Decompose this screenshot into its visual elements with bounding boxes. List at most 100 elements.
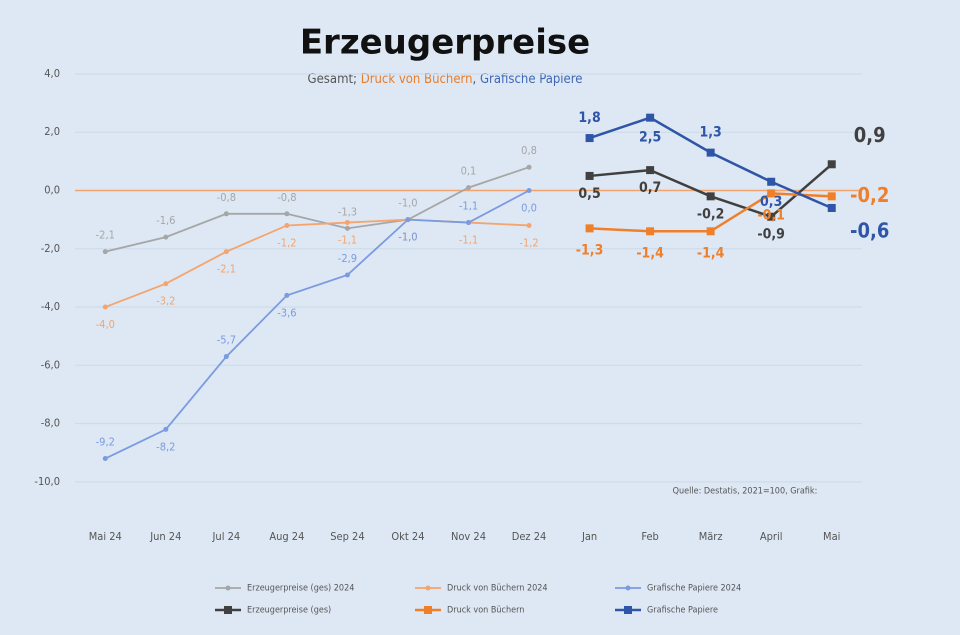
point	[526, 164, 532, 170]
point	[102, 304, 108, 310]
series-line	[105, 166, 530, 253]
y-tick-label: 2,0	[44, 125, 60, 138]
data-label: -1,1	[459, 234, 478, 247]
data-label: 0,7	[639, 180, 661, 196]
data-label: -1,0	[398, 231, 417, 244]
point	[767, 212, 776, 221]
point	[163, 426, 169, 432]
data-label: -2,1	[217, 263, 236, 276]
data-label: -2,9	[338, 252, 357, 265]
point	[405, 217, 411, 223]
legend-marker	[225, 585, 231, 591]
point	[163, 234, 169, 240]
point	[284, 222, 290, 228]
data-label: -1,4	[636, 245, 664, 261]
x-tick-label: Jun 24	[149, 530, 181, 543]
y-tick-label: -6,0	[41, 358, 60, 371]
data-label: -9,2	[96, 436, 115, 449]
data-label: 0,5	[578, 186, 600, 202]
x-tick-label: Sep 24	[330, 530, 364, 543]
data-label: 0,1	[461, 165, 477, 178]
data-label: -0,6	[850, 218, 889, 242]
point	[344, 225, 350, 231]
point	[102, 456, 108, 462]
data-label: -0,8	[217, 191, 236, 204]
chart-title: Erzeugerpreise	[300, 23, 590, 63]
point	[585, 134, 594, 143]
data-label: -1,0	[398, 197, 417, 210]
point	[223, 211, 229, 217]
data-label: -5,7	[217, 334, 236, 347]
x-tick-label: Nov 24	[451, 530, 486, 543]
point	[767, 177, 776, 186]
subtitle-part: Gesamt;	[308, 72, 361, 87]
point	[223, 249, 229, 255]
data-label: 0,9	[854, 123, 886, 147]
point	[526, 222, 532, 228]
data-label: -0,2	[697, 206, 725, 222]
data-label: -1,4	[697, 245, 725, 261]
data-label: -1,1	[459, 200, 478, 213]
source-note: Quelle: Destatis, 2021=100, Grafik:	[673, 487, 818, 497]
point	[344, 220, 350, 226]
point	[767, 189, 776, 198]
point	[526, 188, 532, 193]
point	[585, 171, 594, 180]
x-tick-label: Okt 24	[391, 530, 424, 543]
data-label: 0,8	[521, 144, 537, 157]
subtitle-part: ,	[473, 72, 480, 87]
legend-marker	[424, 606, 432, 614]
data-label: 0,3	[760, 194, 782, 210]
data-label: -8,2	[156, 440, 175, 453]
legend-marker	[625, 585, 631, 591]
data-label: -1,6	[156, 214, 175, 227]
data-label: -1,3	[338, 205, 357, 218]
point	[646, 166, 655, 175]
point	[706, 148, 715, 157]
data-label: -1,0	[398, 231, 417, 244]
data-label: -0,1	[757, 207, 785, 223]
point	[163, 281, 169, 287]
x-tick-label: Jul 24	[212, 530, 241, 543]
legend-label: Druck von Büchern 2024	[447, 584, 548, 594]
legend-label: Erzeugerpreise (ges) 2024	[247, 584, 354, 594]
data-label: -0,2	[850, 183, 889, 207]
legend-marker	[624, 606, 632, 614]
data-label: -0,8	[277, 191, 296, 204]
point	[706, 192, 715, 201]
data-label: -3,2	[156, 295, 175, 308]
chart-subtitle: Gesamt; Druck von Büchern, Grafische Pap…	[308, 72, 583, 87]
x-tick-label: Mai	[823, 530, 840, 543]
x-tick-label: Jan	[581, 530, 597, 543]
subtitle-part: Grafische Papiere	[480, 72, 582, 87]
x-tick-label: März	[699, 530, 723, 543]
point	[585, 224, 594, 233]
subtitle-part: Druck von Büchern	[361, 72, 473, 87]
data-label: -3,6	[277, 306, 296, 319]
x-tick-label: Mai 24	[89, 530, 122, 543]
data-label: 1,3	[699, 125, 721, 141]
point	[102, 249, 108, 255]
y-tick-label: -10,0	[34, 475, 60, 488]
legend-label: Grafische Papiere	[647, 606, 718, 616]
point	[223, 354, 229, 360]
y-tick-label: 0,0	[44, 184, 60, 197]
data-label: -0,9	[757, 227, 785, 243]
data-label: 1,8	[578, 110, 600, 126]
point	[706, 227, 715, 236]
y-tick-label: -2,0	[41, 242, 60, 255]
x-tick-label: Aug 24	[269, 530, 304, 543]
y-tick-label: 4,0	[44, 67, 60, 80]
legend-label: Grafische Papiere 2024	[647, 584, 741, 594]
point	[466, 220, 471, 226]
data-label: 2,5	[639, 130, 661, 146]
data-label: -1,1	[338, 234, 357, 247]
series-line	[104, 189, 530, 460]
legend-marker	[224, 606, 232, 614]
point	[646, 113, 655, 122]
point	[284, 211, 290, 217]
x-tick-label: Dez 24	[512, 530, 547, 543]
data-label: -4,0	[96, 318, 115, 331]
data-label: -1,3	[576, 242, 604, 258]
